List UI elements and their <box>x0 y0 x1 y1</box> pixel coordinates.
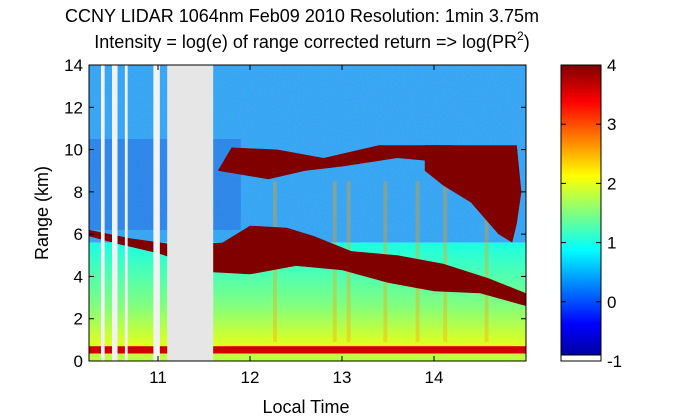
x-tick-label: 12 <box>241 368 260 387</box>
y-tick-label: 10 <box>64 141 83 160</box>
no-data-gap <box>112 65 118 361</box>
colorbar-tick-label: 4 <box>607 56 616 75</box>
y-tick-label: 6 <box>74 225 83 244</box>
colorbar-tick-label: -1 <box>607 352 622 371</box>
title-line-2: Intensity = log(e) of range corrected re… <box>94 29 529 52</box>
no-data-gap <box>167 65 214 361</box>
y-axis-label: Range (km) <box>32 166 52 260</box>
x-tick-label: 13 <box>333 368 352 387</box>
surface-band <box>89 353 526 361</box>
x-axis: 11 12 13 14 <box>149 65 443 387</box>
colorbar-underflow <box>560 354 602 362</box>
x-tick-label: 14 <box>425 368 444 387</box>
y-tick-label: 4 <box>74 267 83 286</box>
y-tick-label: 0 <box>74 352 83 371</box>
upper-cloud <box>217 145 453 180</box>
no-data-gap <box>124 65 128 361</box>
plume-streak <box>484 181 489 342</box>
low-level-layer <box>89 346 526 354</box>
y-tick-label: 14 <box>64 56 83 75</box>
colorbar-axis: -1 0 1 2 3 4 <box>561 56 622 371</box>
title-line-2-superscript: 2 <box>517 29 524 43</box>
high-cloud <box>424 145 522 243</box>
colorbar <box>560 64 602 362</box>
low-signal-region <box>89 139 241 230</box>
x-tick-label: 11 <box>149 368 167 387</box>
x-axis-label: Local Time <box>262 397 349 417</box>
plot-area <box>89 65 526 361</box>
y-tick-label: 12 <box>64 98 83 117</box>
plot-frame <box>88 64 527 362</box>
colorbar-tick-label: 2 <box>607 174 616 193</box>
plume-streak <box>443 181 448 342</box>
y-tick-label: 8 <box>74 183 83 202</box>
no-data-gap <box>153 65 160 361</box>
colorbar-tick-label: 1 <box>607 234 616 253</box>
title-line-1: CCNY LIDAR 1064nm Feb09 2010 Resolution:… <box>65 6 539 26</box>
no-data-gap <box>100 65 105 361</box>
title-line-2-end: ) <box>524 32 530 52</box>
colorbar-tick-label: 0 <box>607 293 616 312</box>
colorbar-tick-label: 3 <box>607 115 616 134</box>
y-axis: 0 2 4 6 8 10 12 14 <box>64 56 526 371</box>
y-tick-label: 2 <box>74 310 83 329</box>
title-line-2-main: Intensity = log(e) of range corrected re… <box>94 32 517 52</box>
